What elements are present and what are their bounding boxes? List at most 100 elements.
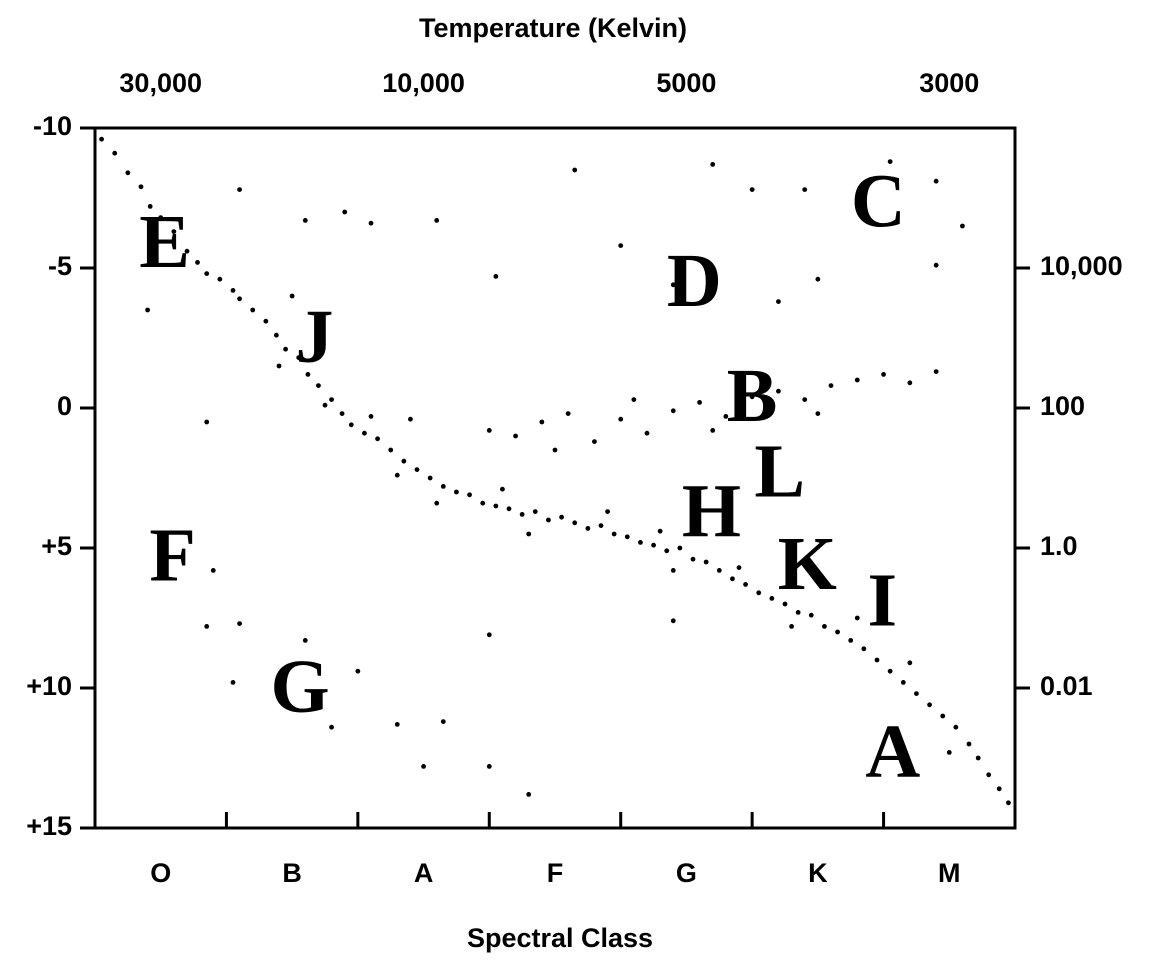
star-point	[506, 506, 512, 512]
star-point	[854, 615, 860, 621]
x-tick-label: K	[808, 858, 828, 888]
y-tick-label: 0	[57, 391, 72, 421]
star-point	[552, 447, 558, 453]
star-point	[539, 419, 545, 425]
star-point	[355, 668, 361, 674]
star-point	[250, 307, 256, 313]
y-tick-label: +15	[26, 811, 72, 841]
star-point	[874, 657, 880, 663]
star-point	[986, 772, 992, 778]
star-point	[559, 514, 564, 520]
star-point	[730, 576, 735, 582]
x-tick-label: B	[282, 858, 302, 888]
star-point	[302, 218, 308, 223]
star-point	[749, 187, 755, 193]
star-point	[887, 159, 893, 165]
star-point	[375, 436, 380, 442]
star-point	[795, 610, 801, 615]
star-point	[421, 764, 426, 769]
star-point	[996, 786, 1002, 792]
star-point	[217, 276, 223, 282]
y2-tick-label: 100	[1040, 391, 1085, 421]
star-point	[592, 439, 597, 444]
star-point	[546, 517, 551, 523]
star-point	[975, 755, 981, 761]
star-point	[808, 612, 814, 618]
star-point	[723, 414, 729, 419]
star-point	[184, 248, 190, 254]
star-point	[782, 601, 788, 607]
star-point	[486, 428, 492, 433]
star-point	[907, 380, 913, 386]
star-point	[802, 397, 808, 402]
y-tick-label: +10	[26, 671, 72, 701]
star-point	[195, 260, 200, 265]
star-point	[414, 467, 420, 472]
star-point	[749, 394, 755, 400]
star-point	[329, 397, 334, 402]
star-point	[532, 509, 538, 514]
star-point	[756, 590, 762, 596]
star-point	[651, 542, 656, 548]
star-point	[960, 223, 965, 229]
star-point	[769, 596, 775, 601]
star-point	[158, 215, 164, 221]
star-point	[940, 713, 946, 719]
star-point	[526, 531, 532, 537]
star-point	[881, 372, 886, 377]
region-letter: E	[139, 200, 190, 284]
star-point	[618, 416, 624, 422]
star-point	[112, 150, 118, 156]
star-point	[670, 618, 676, 624]
region-letter: D	[667, 239, 722, 323]
star-point	[125, 170, 131, 176]
star-point	[440, 484, 446, 489]
star-point	[263, 318, 269, 324]
star-point	[933, 369, 939, 374]
star-point	[322, 402, 328, 408]
region-letter: L	[754, 430, 805, 514]
star-point	[339, 411, 345, 416]
star-point	[815, 411, 821, 416]
x2-tick-label: 3000	[919, 68, 979, 98]
y-tick-label: +5	[41, 531, 72, 561]
star-point	[624, 534, 630, 540]
region-letter: A	[865, 710, 920, 794]
star-point	[1006, 800, 1011, 806]
star-point	[454, 489, 459, 495]
star-point	[966, 741, 972, 747]
y-tick-label: -5	[48, 251, 72, 281]
star-point	[887, 668, 893, 674]
star-point	[631, 397, 637, 402]
star-point	[526, 792, 532, 797]
star-point	[486, 764, 492, 769]
star-point	[914, 691, 919, 696]
star-point	[736, 565, 742, 570]
star-point	[907, 660, 913, 666]
star-point	[99, 136, 104, 142]
star-point	[210, 568, 216, 573]
star-point	[743, 582, 748, 587]
star-point	[598, 523, 604, 528]
star-point	[690, 556, 696, 562]
star-point	[467, 492, 472, 498]
star-point	[657, 528, 663, 534]
star-point	[394, 722, 400, 727]
star-point	[776, 388, 781, 394]
star-point	[519, 512, 525, 517]
star-point	[697, 400, 702, 405]
star-point	[305, 372, 311, 377]
star-point	[822, 624, 827, 629]
star-point	[427, 475, 433, 481]
star-point	[342, 209, 348, 215]
star-point	[946, 750, 952, 755]
star-point	[664, 548, 670, 554]
star-point	[316, 383, 321, 388]
star-point	[145, 307, 150, 313]
y2-tick-label: 0.01	[1040, 671, 1093, 701]
region-letter: I	[867, 558, 897, 642]
star-point	[670, 408, 676, 414]
star-point	[147, 204, 153, 209]
star-point	[388, 447, 394, 453]
